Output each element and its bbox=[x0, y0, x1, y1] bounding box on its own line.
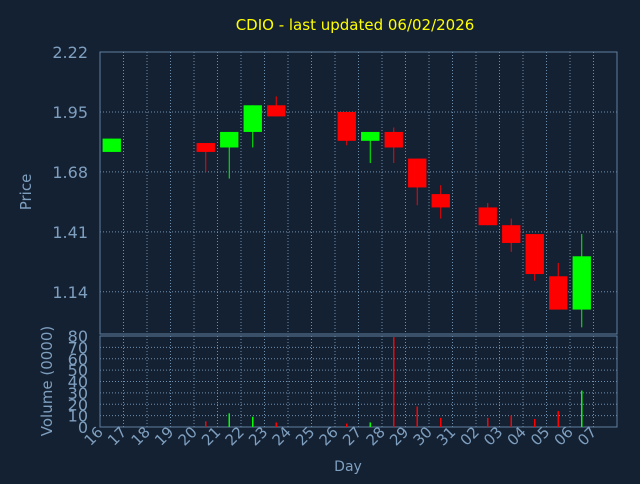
candle-body bbox=[549, 276, 568, 310]
price-panel: 2.22 1.95 1.68 1.41 1.14 bbox=[52, 43, 618, 335]
price-tick-label: 1.41 bbox=[52, 223, 88, 242]
volume-tick-label: 10 bbox=[68, 407, 88, 426]
candle-body bbox=[337, 111, 356, 141]
price-tick-label: 1.95 bbox=[52, 103, 88, 122]
candle-body bbox=[431, 194, 450, 208]
price-axis-label: Price bbox=[17, 174, 35, 211]
price-tick-label: 2.22 bbox=[52, 43, 88, 62]
candle-body bbox=[267, 105, 286, 117]
volume-axis-label: Volume (0000) bbox=[38, 326, 56, 436]
volume-tick-label: 60 bbox=[68, 350, 88, 369]
candle-body bbox=[196, 143, 215, 152]
volume-tick-label: 50 bbox=[68, 361, 88, 380]
candle-body bbox=[220, 131, 239, 148]
candle-body bbox=[361, 131, 380, 141]
candle-body bbox=[572, 256, 591, 310]
chart-title: CDIO - last updated 06/02/2026 bbox=[236, 16, 475, 34]
price-tick-label: 1.14 bbox=[52, 283, 88, 302]
volume-tick-label: 80 bbox=[68, 327, 88, 346]
day-axis-label: Day bbox=[334, 459, 362, 475]
volume-tick-label: 30 bbox=[68, 384, 88, 403]
volume-tick-label: 20 bbox=[68, 395, 88, 414]
candle-body bbox=[478, 207, 497, 226]
volume-tick-label: 0 bbox=[78, 418, 88, 437]
price-tick-label: 1.68 bbox=[52, 163, 88, 182]
candle-body bbox=[525, 234, 544, 275]
volume-tick-label: 40 bbox=[68, 373, 88, 392]
candle-body bbox=[102, 138, 121, 152]
volume-tick-label: 70 bbox=[68, 338, 88, 357]
candle-body bbox=[384, 131, 403, 148]
volume-frame bbox=[99, 335, 618, 428]
candle-body bbox=[243, 105, 262, 132]
candle-body bbox=[502, 225, 521, 243]
price-frame bbox=[99, 51, 618, 335]
candle-body bbox=[408, 158, 427, 188]
